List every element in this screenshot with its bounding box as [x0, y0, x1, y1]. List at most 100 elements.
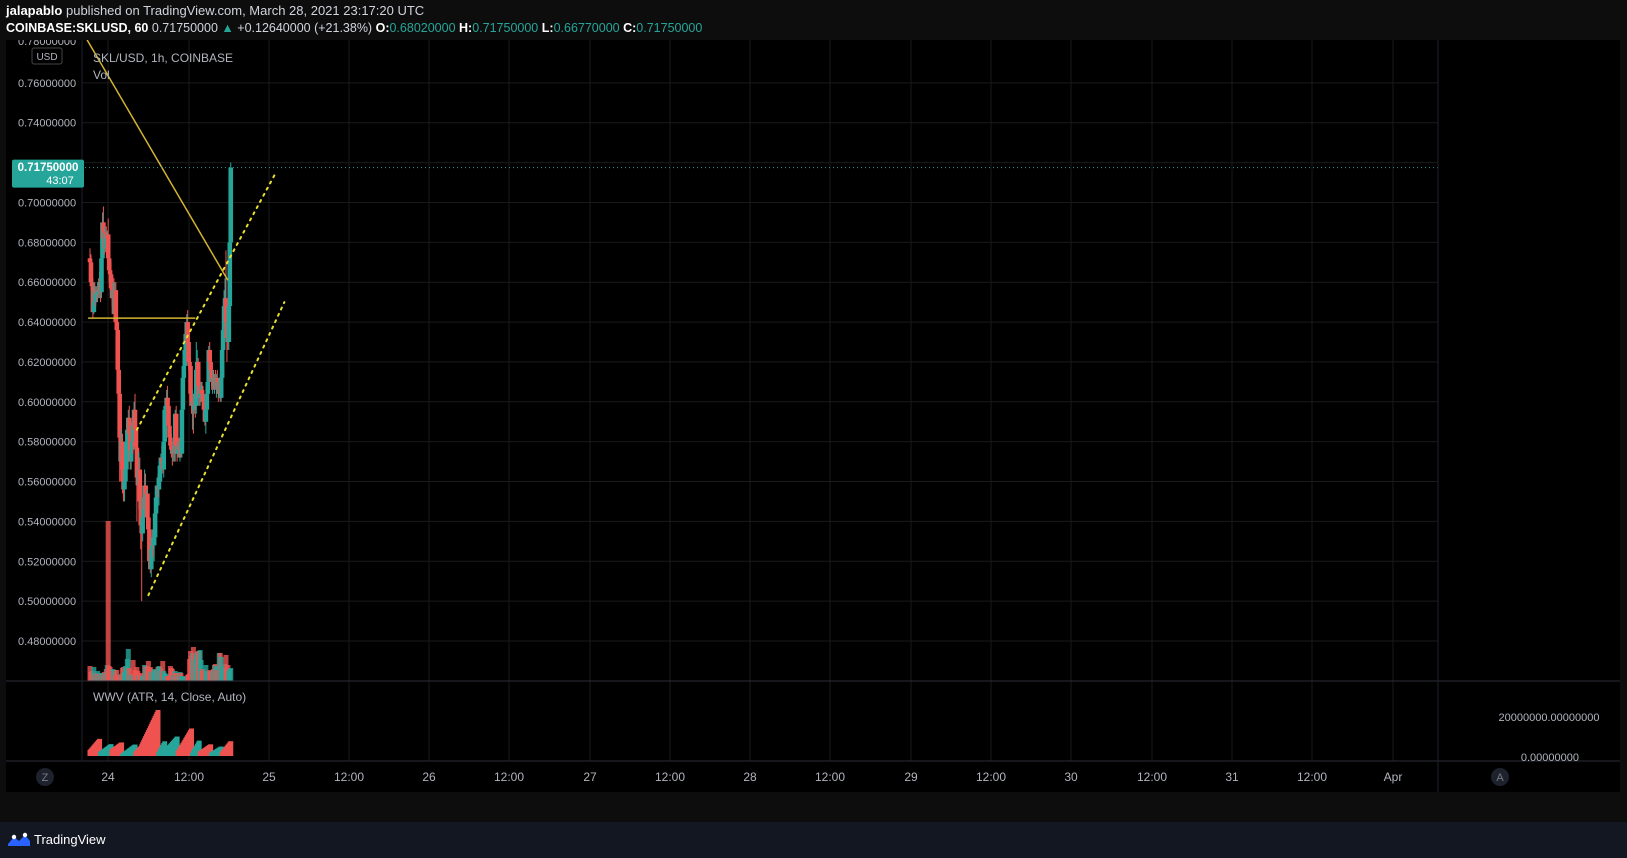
downtrend-line[interactable] [84, 40, 229, 281]
candle-body[interactable] [113, 290, 119, 323]
candle-body[interactable] [88, 262, 94, 283]
candle-body[interactable] [125, 429, 130, 442]
candle-body[interactable] [117, 393, 122, 438]
candle-body[interactable] [99, 258, 104, 293]
candlesticks[interactable] [87, 162, 234, 602]
candle-body[interactable] [187, 361, 192, 366]
candle-body[interactable] [188, 365, 193, 394]
tradingview-logo-icon[interactable] [6, 832, 32, 848]
candle-body[interactable] [132, 409, 138, 430]
candle-body[interactable] [162, 409, 167, 442]
candle-body[interactable] [165, 397, 170, 406]
candle-body[interactable] [163, 405, 168, 410]
price-axis-labels[interactable]: 0.76000000 0.74000000 0.70000000 0.68000000… [18, 78, 76, 648]
candle-body[interactable] [95, 290, 100, 295]
candle-body[interactable] [169, 445, 174, 450]
candle-body[interactable] [122, 481, 127, 490]
candle-body[interactable] [203, 409, 209, 422]
candle-body[interactable] [147, 529, 152, 562]
candle-body[interactable] [220, 330, 226, 350]
candle-body[interactable] [161, 441, 167, 470]
chart-area[interactable]: SKL/USD, 1h, COINBASE Vol WWV (ATR, 14, … [6, 40, 1620, 792]
candle-body[interactable] [195, 361, 201, 386]
candle-body[interactable] [223, 298, 229, 323]
candle-body[interactable] [193, 369, 199, 406]
candle-body[interactable] [180, 377, 186, 410]
candle-body[interactable] [133, 429, 139, 448]
candle-body[interactable] [89, 282, 95, 287]
candle-body[interactable] [189, 393, 194, 406]
candle-body[interactable] [116, 369, 122, 394]
candle-body[interactable] [179, 409, 185, 454]
candle-body[interactable] [218, 377, 224, 398]
candle-body[interactable] [219, 349, 225, 378]
candle-body[interactable] [168, 437, 173, 446]
volume-legend[interactable]: Vol [93, 68, 110, 82]
timezone-button[interactable] [36, 768, 54, 786]
candle-body[interactable] [146, 517, 151, 530]
candle-body[interactable] [103, 232, 108, 249]
candle-body[interactable] [173, 413, 179, 446]
volume-bars [87, 521, 234, 681]
chart-svg[interactable]: SKL/USD, 1h, COINBASE Vol WWV (ATR, 14, … [6, 40, 1620, 792]
candle-body[interactable] [209, 369, 214, 382]
trend-drawings[interactable] [84, 40, 286, 597]
lower-channel-line[interactable] [147, 301, 286, 597]
candle-body[interactable] [226, 306, 232, 342]
candle-body[interactable] [87, 258, 93, 263]
candle-body[interactable] [134, 447, 140, 478]
candle-body[interactable] [153, 497, 159, 514]
candle-body[interactable] [207, 349, 212, 362]
candle-body[interactable] [197, 393, 203, 398]
candle-body[interactable] [126, 417, 132, 434]
candle-body[interactable] [204, 393, 210, 410]
candle-body[interactable] [124, 441, 129, 470]
candle-body[interactable] [199, 389, 205, 394]
candle-body[interactable] [137, 469, 143, 502]
candle-body[interactable] [181, 365, 187, 378]
candle-body[interactable] [107, 270, 113, 275]
candle-body[interactable] [167, 425, 172, 438]
candle-body[interactable] [166, 405, 171, 426]
candle-body[interactable] [182, 349, 188, 366]
wwv-bar [97, 738, 103, 756]
candle-body[interactable] [105, 234, 111, 259]
time-axis-labels[interactable]: 24 12:00 25 12:00 26 12:00 27 12:00 28 12:00 29 12:… [101, 770, 1402, 784]
candle-body[interactable] [228, 167, 234, 243]
candle-body[interactable] [157, 465, 163, 482]
currency-badge[interactable] [31, 47, 63, 65]
candle-body[interactable] [148, 549, 154, 570]
candle-body[interactable] [140, 517, 145, 534]
indicator-legend[interactable]: WWV (ATR, 14, Close, Auto) [93, 690, 246, 704]
candle-body[interactable] [114, 322, 120, 331]
candle-body[interactable] [208, 361, 213, 370]
candle-body[interactable] [186, 342, 191, 362]
footer-brand-name[interactable]: TradingView [34, 832, 106, 847]
candle-body[interactable] [120, 441, 125, 482]
candle-body[interactable] [138, 501, 144, 526]
candle-body[interactable] [128, 449, 134, 462]
candle-body[interactable] [123, 469, 128, 482]
candle-body[interactable] [151, 537, 157, 546]
candle-body[interactable] [145, 493, 150, 518]
candle-body[interactable] [108, 274, 114, 289]
up-arrow-icon: ▲ [221, 21, 234, 35]
wwv-bar [119, 742, 125, 756]
upper-channel-line[interactable] [135, 173, 276, 431]
candle-body[interactable] [200, 393, 206, 402]
candle-body[interactable] [152, 513, 158, 538]
candle-body[interactable] [154, 485, 160, 498]
series-legend[interactable]: SKL/USD, 1h, COINBASE [93, 51, 233, 65]
author-name[interactable]: jalapablo [6, 3, 63, 18]
candle-body[interactable] [115, 330, 121, 370]
candle-body[interactable] [93, 292, 99, 303]
candle-body[interactable] [227, 242, 233, 307]
candle-body[interactable] [101, 222, 106, 239]
candle-body[interactable] [156, 481, 162, 490]
candle-body[interactable] [185, 322, 190, 342]
candle-body[interactable] [201, 401, 207, 410]
time-label: Apr [1384, 770, 1403, 784]
auto-scale-button[interactable] [1491, 768, 1509, 786]
candle-body[interactable] [205, 381, 211, 394]
candle-body[interactable] [106, 258, 112, 271]
